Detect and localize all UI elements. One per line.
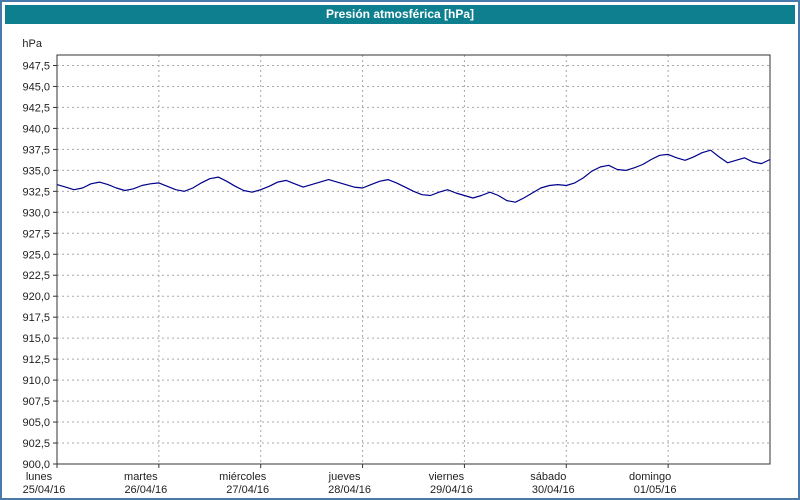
svg-text:29/04/16: 29/04/16 [430,484,473,496]
svg-text:25/04/16: 25/04/16 [23,484,66,496]
svg-text:930,0: 930,0 [22,207,50,219]
svg-text:viernes: viernes [429,471,465,483]
svg-text:martes: martes [124,471,158,483]
svg-text:miércoles: miércoles [219,471,267,483]
svg-text:01/05/16: 01/05/16 [634,484,677,496]
svg-text:927,5: 927,5 [22,228,50,240]
chart-area: 947,5 945,0 942,5 940,0 937,5 935,0 932,5 930,0… [2,27,798,498]
svg-text:907,5: 907,5 [22,396,50,408]
svg-text:940,0: 940,0 [22,123,50,135]
svg-text:915,0: 915,0 [22,333,50,345]
svg-text:hPa: hPa [22,38,42,50]
svg-text:947,5: 947,5 [22,60,50,72]
svg-text:domingo: domingo [629,471,671,483]
svg-text:910,0: 910,0 [22,375,50,387]
svg-text:lunes: lunes [26,471,53,483]
svg-text:27/04/16: 27/04/16 [226,484,269,496]
pressure-line-chart: 947,5 945,0 942,5 940,0 937,5 935,0 932,5 930,0… [22,38,771,496]
svg-text:26/04/16: 26/04/16 [124,484,167,496]
svg-text:28/04/16: 28/04/16 [328,484,371,496]
svg-text:920,0: 920,0 [22,291,50,303]
svg-text:jueves: jueves [328,471,361,483]
svg-text:sábado: sábado [530,471,566,483]
svg-text:900,0: 900,0 [22,459,50,471]
svg-text:917,5: 917,5 [22,312,50,324]
svg-text:30/04/16: 30/04/16 [532,484,575,496]
svg-text:945,0: 945,0 [22,81,50,93]
svg-text:912,5: 912,5 [22,354,50,366]
svg-text:932,5: 932,5 [22,186,50,198]
svg-text:935,0: 935,0 [22,165,50,177]
chart-title: Presión atmosférica [hPa] [5,5,795,24]
svg-text:922,5: 922,5 [22,270,50,282]
svg-text:942,5: 942,5 [22,102,50,114]
svg-text:925,0: 925,0 [22,249,50,261]
svg-text:902,5: 902,5 [22,438,50,450]
svg-text:937,5: 937,5 [22,144,50,156]
svg-text:905,0: 905,0 [22,417,50,429]
